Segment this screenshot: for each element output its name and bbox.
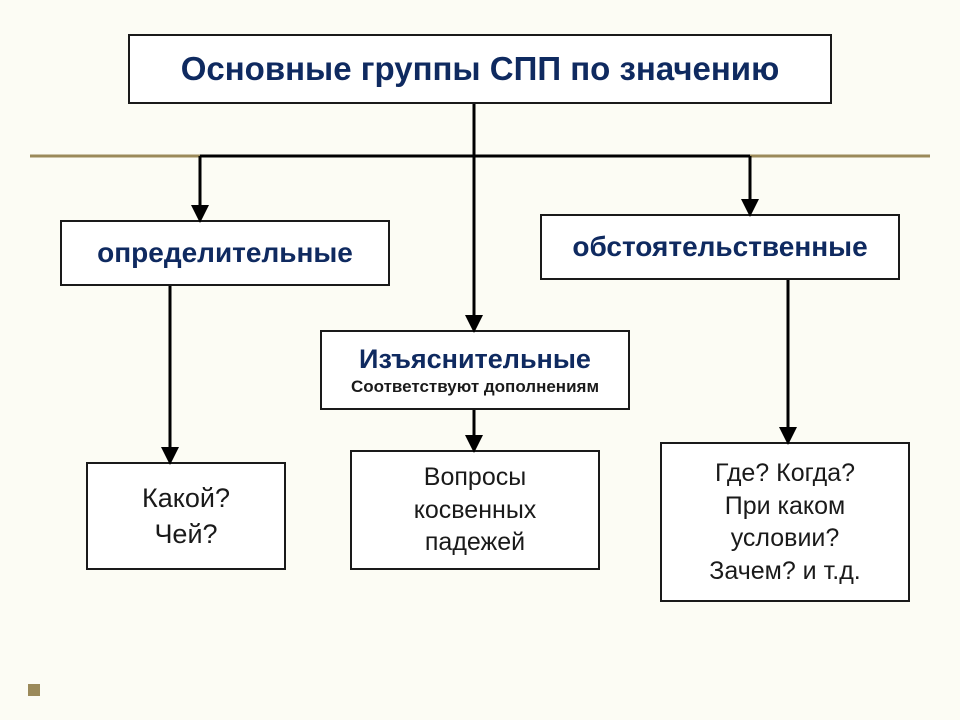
node-explanatory-main: Изъяснительные bbox=[359, 344, 591, 375]
footer-square-icon bbox=[28, 684, 40, 696]
node-adverbial: обстоятельственные bbox=[540, 214, 900, 280]
node-explanatory-sub: Соответствуют дополнениям bbox=[351, 377, 599, 397]
node-definitive-label: определительные bbox=[97, 237, 353, 269]
node-adverbial-label: обстоятельственные bbox=[572, 231, 867, 263]
q-adverbial-l2: При каком bbox=[725, 490, 845, 523]
title-box: Основные группы СПП по значению bbox=[128, 34, 832, 104]
title-text: Основные группы СПП по значению bbox=[181, 50, 780, 88]
q-definitive-l1: Какой? bbox=[142, 480, 230, 516]
q-adverbial-l1: Где? Когда? bbox=[715, 457, 855, 490]
node-q-explanatory: Вопросы косвенных падежей bbox=[350, 450, 600, 570]
node-explanatory: Изъяснительные Соответствуют дополнениям bbox=[320, 330, 630, 410]
q-definitive-l2: Чей? bbox=[154, 516, 217, 552]
node-q-definitive: Какой? Чей? bbox=[86, 462, 286, 570]
q-adverbial-l4: Зачем? и т.д. bbox=[709, 555, 861, 588]
node-definitive: определительные bbox=[60, 220, 390, 286]
q-adverbial-l3: условии? bbox=[731, 522, 840, 555]
q-explanatory-l2: косвенных bbox=[414, 494, 537, 527]
q-explanatory-l1: Вопросы bbox=[424, 461, 526, 494]
node-q-adverbial: Где? Когда? При каком условии? Зачем? и … bbox=[660, 442, 910, 602]
q-explanatory-l3: падежей bbox=[425, 526, 525, 559]
